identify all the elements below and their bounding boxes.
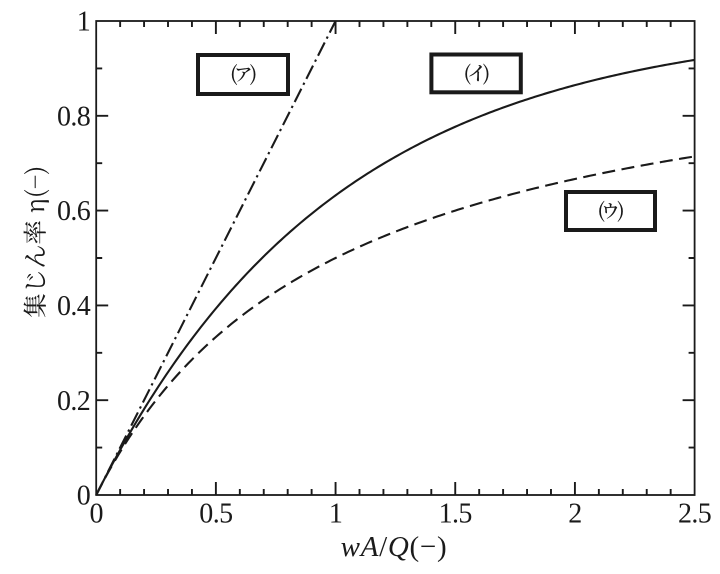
svg-text:0: 0 (77, 481, 90, 512)
svg-text:1: 1 (77, 7, 90, 38)
svg-text:0.5: 0.5 (199, 499, 232, 530)
svg-text:0.2: 0.2 (57, 386, 90, 417)
svg-text:0.4: 0.4 (57, 291, 91, 322)
svg-text:wA/Q(−): wA/Q(−) (341, 531, 448, 563)
svg-text:2.5: 2.5 (678, 499, 711, 530)
svg-text:1.5: 1.5 (439, 499, 472, 530)
svg-text:0.8: 0.8 (57, 101, 90, 132)
svg-text:0.6: 0.6 (57, 196, 91, 227)
svg-text:0: 0 (89, 499, 102, 530)
svg-text:2: 2 (568, 499, 581, 530)
svg-text:1: 1 (329, 499, 342, 530)
